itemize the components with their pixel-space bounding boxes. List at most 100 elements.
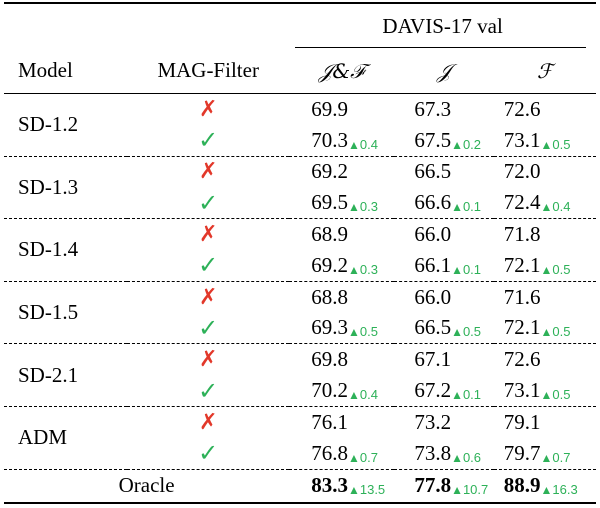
mag-filter-column-header: MAG-Filter	[157, 58, 259, 82]
delta-badge: ▲0.5	[540, 136, 571, 152]
metric-header-j: 𝒥	[437, 58, 451, 83]
up-triangle-icon: ▲	[347, 137, 360, 152]
filtered-value: 67.5	[414, 127, 452, 152]
delta-badge: ▲0.1	[451, 387, 482, 403]
filtered-value: 69.5	[311, 190, 348, 215]
base-j-value: 73.2	[394, 405, 494, 438]
filter-on-cell: ✓	[127, 313, 289, 344]
oracle-f-cell: 88.9▲16.3	[493, 468, 596, 504]
filtered-f-cell: 72.4▲0.4	[494, 187, 596, 218]
filtered-j-cell: 66.5▲0.5	[394, 313, 493, 344]
filtered-value: 67.2	[414, 378, 452, 403]
filtered-f-cell: 72.1▲0.5	[494, 313, 596, 344]
cross-icon: ✗	[198, 159, 218, 185]
filtered-f-cell: 79.7▲0.7	[494, 438, 596, 469]
oracle-j-cell: 77.8▲10.7	[394, 468, 494, 504]
filtered-value: 69.2	[311, 252, 348, 277]
delta-badge: ▲0.5	[540, 261, 571, 277]
table-row: ✓ 70.3▲0.4 67.5▲0.2 73.1▲0.5	[4, 125, 596, 156]
filtered-value: 70.3	[311, 127, 348, 152]
up-triangle-icon: ▲	[540, 262, 553, 277]
up-triangle-icon: ▲	[347, 450, 360, 465]
filtered-value: 72.4	[503, 190, 541, 215]
dataset-underline	[295, 47, 586, 48]
filtered-value: 72.1	[503, 315, 541, 340]
base-f-value: 72.6	[493, 343, 596, 376]
table-row: SD-1.3 ✗ 69.2 66.5 72.0	[4, 155, 596, 219]
filtered-value: 70.2	[311, 378, 348, 403]
base-j-value: 66.5	[394, 155, 494, 188]
filtered-value: 73.8	[414, 440, 452, 465]
model-name: SD-1.2	[18, 112, 79, 137]
up-triangle-icon: ▲	[540, 137, 553, 152]
cross-icon: ✗	[198, 409, 218, 435]
check-icon: ✓	[198, 251, 219, 280]
model-name: ADM	[4, 405, 128, 470]
base-f-value: 71.8	[493, 218, 596, 250]
filter-off-cell: ✗	[127, 94, 289, 125]
up-triangle-icon: ▲	[347, 200, 360, 215]
up-triangle-icon: ▲	[540, 388, 553, 403]
delta-badge: ▲0.7	[347, 449, 378, 465]
oracle-row: Oracle 83.3▲13.5 77.8▲10.7 88.9▲16.3	[4, 468, 596, 504]
filtered-j-cell: 73.8▲0.6	[394, 438, 493, 469]
base-jf-value: 68.8	[289, 280, 395, 313]
oracle-value: 88.9	[503, 473, 541, 498]
filtered-value: 73.1	[503, 378, 541, 403]
model-name: SD-1.5	[4, 280, 128, 344]
filter-on-cell: ✓	[127, 375, 289, 406]
base-jf-value: 69.9	[311, 96, 348, 121]
delta-badge: ▲0.5	[540, 387, 571, 403]
results-table: DAVIS-17 val Model MAG-Filter 𝒥&ℱ 𝒥 ℱ SD…	[4, 2, 596, 504]
up-triangle-icon: ▲	[451, 388, 463, 403]
dataset-label: DAVIS-17 val	[382, 13, 503, 38]
up-triangle-icon: ▲	[451, 262, 463, 277]
filtered-f-cell: 72.1▲0.5	[494, 250, 596, 281]
filter-off-cell: ✗	[127, 155, 290, 188]
cross-icon: ✗	[198, 222, 218, 248]
filtered-j-cell: 66.6▲0.1	[394, 187, 493, 218]
table-row: ✓ 76.8▲0.7 73.8▲0.6 79.7▲0.7	[4, 438, 596, 469]
oracle-value: 83.3	[311, 473, 348, 498]
filter-off-cell: ✗	[127, 218, 290, 250]
filter-off-cell: ✗	[127, 280, 290, 313]
delta-badge: ▲0.4	[540, 199, 571, 215]
cross-icon: ✗	[198, 284, 218, 310]
filtered-jf-cell: 76.8▲0.7	[289, 438, 394, 469]
base-j-value: 66.0	[394, 218, 494, 250]
base-jf-value: 69.2	[289, 155, 395, 188]
metric-header-jf: 𝒥&ℱ	[318, 58, 365, 83]
table-row: ✓ 70.2▲0.4 67.2▲0.1 73.1▲0.5	[4, 375, 596, 406]
up-triangle-icon: ▲	[347, 262, 360, 277]
filtered-jf-cell: 70.3▲0.4	[289, 125, 394, 156]
check-icon: ✓	[198, 188, 219, 217]
filtered-j-cell: 67.5▲0.2	[394, 125, 493, 156]
delta-badge: ▲0.4	[347, 136, 378, 152]
base-f-value: 72.6	[503, 96, 541, 121]
model-column-header: Model	[18, 58, 73, 82]
table-row: SD-1.5 ✗ 68.8 66.0 71.6	[4, 280, 596, 344]
model-name: SD-2.1	[4, 343, 128, 407]
oracle-value: 77.8	[414, 473, 452, 498]
filter-off-cell: ✗	[127, 405, 290, 438]
table-row: SD-1.2 ✗ 69.9 67.3 72.6	[4, 94, 596, 136]
table-row: ✓ 69.5▲0.3 66.6▲0.1 72.4▲0.4	[4, 187, 596, 218]
filtered-jf-cell: 69.2▲0.3	[289, 250, 394, 281]
filtered-jf-cell: 69.5▲0.3	[289, 187, 394, 218]
filtered-value: 66.1	[414, 252, 452, 277]
delta-badge: ▲0.3	[347, 199, 378, 215]
oracle-delta: ▲13.5	[347, 482, 386, 498]
delta-badge: ▲0.6	[451, 449, 482, 465]
filtered-j-cell: 67.2▲0.1	[394, 375, 493, 406]
cross-icon: ✗	[198, 96, 218, 122]
filter-off-cell: ✗	[127, 343, 290, 376]
delta-badge: ▲0.1	[451, 261, 482, 277]
oracle-delta: ▲16.3	[540, 482, 578, 498]
delta-badge: ▲0.2	[451, 136, 482, 152]
up-triangle-icon: ▲	[451, 450, 463, 465]
up-triangle-icon: ▲	[540, 450, 553, 465]
filtered-value: 72.1	[503, 252, 541, 277]
table-row: ADM ✗ 76.1 73.2 79.1	[4, 405, 596, 470]
table-row: ✓ 69.3▲0.5 66.5▲0.5 72.1▲0.5	[4, 313, 596, 344]
up-triangle-icon: ▲	[347, 325, 360, 340]
